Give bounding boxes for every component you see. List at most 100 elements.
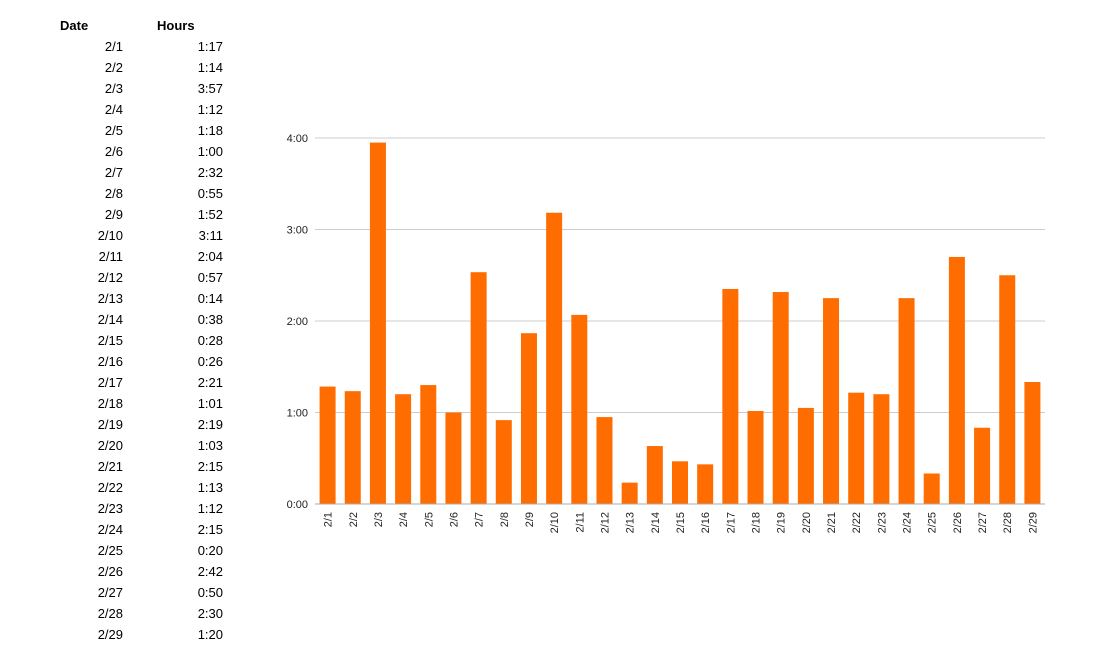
date-cell: 2/11 (98, 249, 123, 264)
table-row: 2/10 3:11 (0, 225, 260, 246)
hours-cell: 2:42 (197, 564, 223, 579)
bar (621, 482, 638, 504)
bar (848, 392, 865, 504)
bar (1024, 382, 1041, 504)
date-cell: 2/21 (97, 459, 123, 474)
x-tick-label: 2/5 (423, 512, 435, 527)
hours-cell: 1:12 (197, 102, 223, 117)
date-cell: 2/17 (97, 375, 123, 390)
table-row: 2/29 1:20 (0, 624, 260, 645)
x-tick-label: 2/15 (675, 512, 687, 533)
bar (974, 427, 991, 504)
date-cell: 2/6 (104, 144, 123, 159)
date-cell: 2/29 (97, 627, 123, 642)
date-cell: 2/16 (97, 354, 123, 369)
hours-cell: 1:14 (197, 60, 223, 75)
bar (999, 275, 1016, 504)
table-row: 2/17 2:21 (0, 372, 260, 393)
x-tick-label: 2/28 (1002, 512, 1014, 533)
x-tick-label: 2/13 (625, 512, 637, 533)
table-row: 2/6 1:00 (0, 141, 260, 162)
bar (395, 394, 412, 504)
x-tick-label: 2/2 (348, 512, 360, 527)
y-tick-label: 0:00 (287, 499, 308, 511)
hours-cell: 2:15 (197, 522, 223, 537)
hours-cell: 2:15 (197, 459, 223, 474)
table-row: 2/24 2:15 (0, 519, 260, 540)
date-cell: 2/2 (104, 60, 123, 75)
hours-cell: 0:14 (197, 291, 223, 306)
table-row: 2/5 1:18 (0, 120, 260, 141)
x-tick-label: 2/11 (574, 512, 586, 533)
hours-cell: 2:04 (197, 249, 223, 264)
date-cell: 2/13 (97, 291, 123, 306)
date-cell: 2/26 (97, 564, 123, 579)
date-cell: 2/22 (97, 480, 123, 495)
x-tick-label: 2/4 (398, 512, 410, 527)
table-row: 2/26 2:42 (0, 561, 260, 582)
table-row: 2/1 1:17 (0, 36, 260, 57)
x-tick-label: 2/18 (751, 512, 763, 533)
date-cell: 2/8 (104, 186, 123, 201)
table-row: 2/4 1:12 (0, 99, 260, 120)
bar (672, 461, 688, 504)
bar (898, 298, 915, 504)
hours-cell: 1:18 (197, 123, 223, 138)
x-tick-label: 2/14 (650, 512, 662, 533)
hours-cell: 1:52 (197, 207, 223, 222)
table-row: 2/9 1:52 (0, 204, 260, 225)
hours-cell: 1:17 (197, 39, 223, 54)
date-cell: 2/12 (97, 270, 123, 285)
bar (873, 394, 890, 504)
x-tick-label: 2/21 (826, 512, 838, 533)
table-row: 2/14 0:38 (0, 309, 260, 330)
x-tick-label: 2/12 (599, 512, 611, 533)
bar (319, 386, 336, 504)
y-tick-label: 4:00 (287, 133, 308, 145)
hours-bar-chart: 0:00 1:00 2:00 3:00 4:00 2/1 2/2 2/3 2/4 2/5 2/6 2/… (287, 133, 1045, 533)
date-cell: 2/23 (97, 501, 123, 516)
hours-cell: 0:50 (197, 585, 223, 600)
hours-cell: 0:26 (197, 354, 223, 369)
hours-cell: 0:55 (197, 186, 223, 201)
y-tick-label: 1:00 (287, 408, 308, 420)
date-cell: 2/27 (97, 585, 123, 600)
bar (369, 142, 386, 504)
bar (571, 314, 588, 504)
hours-column-header: Hours (157, 18, 195, 33)
table-row: 2/8 0:55 (0, 183, 260, 204)
bar (495, 420, 512, 504)
date-cell: 2/15 (97, 333, 123, 348)
x-tick-label: 2/25 (927, 512, 939, 533)
x-tick-label: 2/19 (776, 512, 788, 533)
hours-cell: 1:13 (197, 480, 223, 495)
y-tick-label: 2:00 (287, 316, 308, 328)
x-tick-label: 2/9 (524, 512, 536, 527)
date-cell: 2/1 (104, 39, 123, 54)
bar (344, 391, 361, 504)
date-cell: 2/25 (97, 543, 123, 558)
bar (772, 292, 789, 504)
date-cell: 2/14 (97, 312, 123, 327)
date-cell: 2/3 (104, 81, 123, 96)
table-row: 2/28 2:30 (0, 603, 260, 624)
date-column-header: Date (60, 18, 89, 33)
bar (420, 385, 437, 504)
table-row: 2/19 2:19 (0, 414, 260, 435)
hours-cell: 2:19 (197, 417, 223, 432)
table-row: 2/21 2:15 (0, 456, 260, 477)
table-row: 2/7 2:32 (0, 162, 260, 183)
x-tick-label: 2/3 (373, 512, 385, 527)
bar (797, 407, 814, 504)
date-cell: 2/7 (104, 165, 123, 180)
x-tick-label: 2/17 (725, 512, 737, 533)
x-tick-label: 2/8 (499, 512, 511, 527)
bar (948, 256, 965, 504)
hours-cell: 0:57 (197, 270, 223, 285)
date-cell: 2/24 (97, 522, 123, 537)
hours-cell: 3:11 (198, 228, 223, 243)
table-row: 2/12 0:57 (0, 267, 260, 288)
x-tick-label: 2/29 (1027, 512, 1039, 533)
y-tick-label: 3:00 (287, 225, 308, 237)
table-row: 2/11 2:04 (0, 246, 260, 267)
